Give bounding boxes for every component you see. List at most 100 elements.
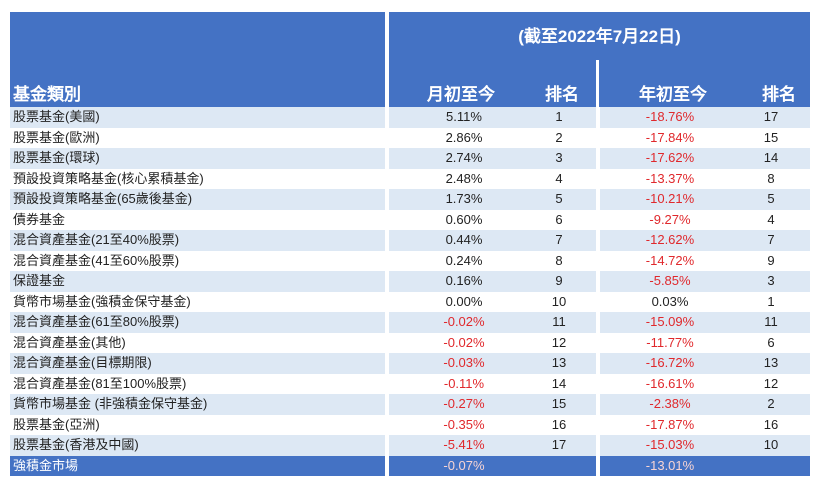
table-row: 股票基金(美國) 5.11% 1 -18.76% 17 — [10, 107, 810, 128]
fund-name: 預設投資策略基金(核心累積基金) — [13, 170, 204, 186]
ytd-return: -10.21% — [645, 191, 695, 206]
ytd-bg — [600, 230, 810, 251]
ytd-rank: 3 — [767, 273, 775, 288]
ytd-rank: 7 — [767, 232, 775, 247]
mtd-return: 2.86% — [445, 129, 483, 145]
mtd-rank: 9 — [555, 273, 563, 288]
fund-name: 混合資產基金(21至40%股票) — [10, 230, 385, 251]
ytd-rank: 11 — [764, 314, 778, 329]
header-divider — [596, 60, 599, 107]
ytd-return: -11.77% — [646, 334, 694, 350]
ytd-rank: 15 — [763, 129, 779, 145]
mtd-return: -0.03% — [443, 355, 485, 370]
ytd-return: -15.09% — [645, 314, 695, 329]
mtd-bg — [389, 435, 596, 456]
mtd-rank: 12 — [551, 334, 567, 350]
fund-name: 混合資產基金(其他) — [13, 334, 126, 350]
fund-name: 保證基金 — [10, 271, 385, 292]
ytd-rank: 16 — [763, 416, 779, 432]
mtd-return: -0.11% — [443, 375, 485, 391]
fund-name: 股票基金(歐洲) — [13, 129, 100, 145]
mtd-rank: 6 — [555, 211, 563, 227]
ytd-rank: 10 — [763, 437, 779, 452]
table-row: 混合資產基金(目標期限) -0.03% 13 -16.72% 13 — [10, 353, 810, 374]
mtd-return: 2.48% — [445, 170, 483, 186]
ytd-bg — [600, 148, 810, 169]
table-row: 股票基金(歐洲) 2.86% 2 -17.84% 15 — [10, 128, 810, 149]
mtd-rank: 3 — [555, 150, 563, 165]
fund-name: 貨幣市場基金(強積金保守基金) — [13, 293, 191, 309]
table-row: 混合資產基金(61至80%股票) -0.02% 11 -15.09% 11 — [10, 312, 810, 333]
mtd-bg — [389, 394, 596, 415]
ytd-bg — [600, 435, 810, 456]
header-ytd-rank: 排名 — [762, 85, 796, 104]
mtd-return: -0.02% — [443, 314, 485, 329]
ytd-rank: 8 — [767, 170, 775, 186]
mtd-rank: 14 — [551, 375, 567, 391]
mtd-return: 0.60% — [445, 211, 483, 227]
total-ytd-bg — [600, 455, 810, 476]
mtd-rank: 17 — [551, 437, 567, 452]
header-mtd: 月初至今 — [427, 85, 495, 104]
fund-name: 股票基金(環球) — [10, 148, 385, 169]
table-row: 股票基金(亞洲) -0.35% 16 -17.87% 16 — [10, 415, 810, 436]
mtd-bg — [389, 148, 596, 169]
mtd-bg — [389, 107, 596, 128]
header-ytd: 年初至今 — [639, 85, 707, 104]
ytd-bg — [600, 107, 810, 128]
mtd-rank: 8 — [555, 252, 563, 268]
ytd-return: -17.84% — [645, 129, 695, 145]
ytd-return: -16.61% — [645, 375, 695, 391]
mtd-return: -0.35% — [443, 416, 485, 432]
ytd-bg — [600, 189, 810, 210]
table-row: 混合資產基金(21至40%股票) 0.44% 7 -12.62% 7 — [10, 230, 810, 251]
table-row: 股票基金(環球) 2.74% 3 -17.62% 14 — [10, 148, 810, 169]
table-row: 債券基金 0.60% 6 -9.27% 4 — [10, 210, 810, 231]
ytd-rank: 12 — [763, 375, 779, 391]
fund-name: 股票基金(亞洲) — [13, 416, 100, 432]
fund-name: 混合資產基金(41至60%股票) — [13, 252, 180, 268]
fund-name: 預設投資策略基金(65歲後基金) — [10, 189, 385, 210]
ytd-rank: 1 — [767, 293, 775, 309]
table-row: 預設投資策略基金(核心累積基金) 2.48% 4 -13.37% 8 — [10, 169, 810, 190]
table-row: 混合資產基金(41至60%股票) 0.24% 8 -14.72% 9 — [10, 251, 810, 272]
mtd-return: 2.74% — [445, 150, 483, 165]
header-category: 基金類別 — [13, 85, 81, 104]
ytd-bg — [600, 271, 810, 292]
mtd-rank: 1 — [555, 109, 563, 124]
ytd-return: -17.62% — [645, 150, 695, 165]
total-name: 強積金市場 — [10, 455, 385, 476]
ytd-return: -18.76% — [645, 109, 695, 124]
table-row: 股票基金(香港及中國) -5.41% 17 -15.03% 10 — [10, 435, 810, 456]
ytd-rank: 9 — [767, 252, 775, 268]
mtd-return: 1.73% — [445, 191, 483, 206]
mtd-bg — [389, 189, 596, 210]
ytd-bg — [600, 312, 810, 333]
total-ytd: -13.01% — [645, 457, 695, 473]
mtd-rank: 10 — [551, 293, 567, 309]
mtd-rank: 2 — [555, 129, 563, 145]
mtd-bg — [389, 353, 596, 374]
table-body: 股票基金(美國) 5.11% 1 -18.76% 17 股票基金(歐洲) 2.86% 2 -17… — [10, 107, 810, 456]
mtd-return: 0.24% — [445, 252, 483, 268]
table-row: 貨幣市場基金(強積金保守基金) 0.00% 10 0.03% 1 — [10, 292, 810, 313]
ytd-return: -9.27% — [649, 211, 691, 227]
table-row: 貨幣市場基金 (非強積金保守基金) -0.27% 15 -2.38% 2 — [10, 394, 810, 415]
ytd-rank: 5 — [767, 191, 775, 206]
mtd-rank: 13 — [551, 355, 567, 370]
table-row: 混合資產基金(其他) -0.02% 12 -11.77% 6 — [10, 333, 810, 354]
ytd-rank: 6 — [767, 334, 775, 350]
fund-name: 混合資產基金(61至80%股票) — [10, 312, 385, 333]
fund-name: 股票基金(美國) — [10, 107, 385, 128]
fund-performance-table: 基金類別 (截至2022年7月22日) 月初至今 排名 年初至今 排名 股票基金… — [10, 12, 810, 476]
fund-name: 股票基金(香港及中國) — [10, 435, 385, 456]
header-category-block: 基金類別 — [10, 12, 385, 107]
ytd-rank: 13 — [763, 355, 779, 370]
ytd-return: 0.03% — [651, 293, 689, 309]
table-header: 基金類別 (截至2022年7月22日) 月初至今 排名 年初至今 排名 — [10, 12, 810, 107]
ytd-return: -5.85% — [649, 273, 691, 288]
mtd-return: -5.41% — [443, 437, 485, 452]
ytd-rank: 4 — [767, 211, 775, 227]
ytd-rank: 14 — [763, 150, 779, 165]
mtd-return: -0.02% — [443, 334, 485, 350]
